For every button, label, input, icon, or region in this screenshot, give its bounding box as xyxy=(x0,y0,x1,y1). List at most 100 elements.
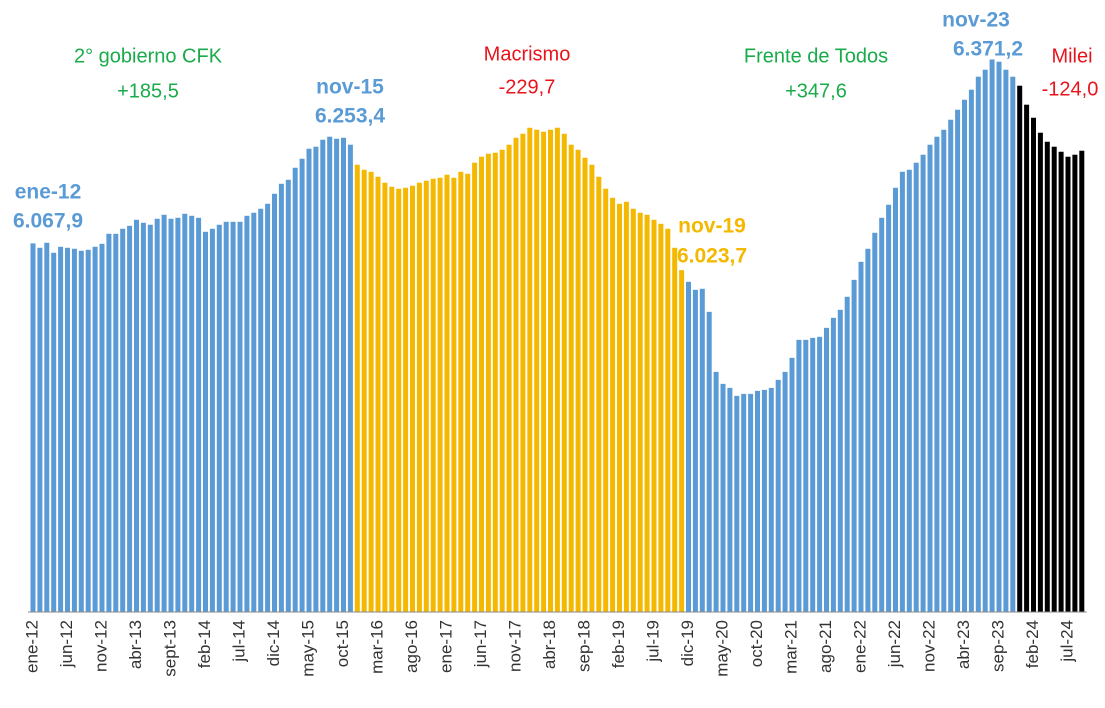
bar xyxy=(658,223,664,612)
x-tick-label: nov-22 xyxy=(919,620,938,672)
bar xyxy=(127,225,133,612)
bar xyxy=(582,157,588,612)
x-tick-label: feb-14 xyxy=(195,620,214,668)
bar xyxy=(258,208,264,613)
bar xyxy=(161,214,167,612)
annotation: 6.253,4 xyxy=(315,105,385,128)
bar xyxy=(851,279,857,612)
bar xyxy=(278,183,284,612)
bar xyxy=(913,162,919,613)
x-tick-label: jun-12 xyxy=(57,620,76,668)
x-tick-label: abr-18 xyxy=(540,620,559,669)
bar xyxy=(610,197,616,612)
bar xyxy=(341,137,346,613)
bar xyxy=(561,133,567,613)
bar xyxy=(292,167,298,612)
bar xyxy=(175,217,181,613)
bar xyxy=(120,228,126,612)
bar xyxy=(37,247,43,612)
bar xyxy=(85,249,91,613)
bar xyxy=(437,177,443,612)
bar xyxy=(934,136,940,612)
x-tick-label: sept-13 xyxy=(160,620,179,677)
bar xyxy=(858,261,864,612)
bar xyxy=(354,164,360,612)
bar xyxy=(444,174,450,612)
bar xyxy=(410,185,415,612)
bar xyxy=(389,186,395,612)
annotation: nov-19 xyxy=(678,215,746,238)
x-tick-label: nov-17 xyxy=(505,620,524,672)
bar xyxy=(534,129,540,612)
bar xyxy=(830,317,836,612)
x-tick-label: may-20 xyxy=(712,620,731,677)
bar xyxy=(71,248,77,612)
bar xyxy=(886,204,892,613)
bar xyxy=(382,182,388,612)
bar xyxy=(906,169,912,612)
bar xyxy=(327,136,333,612)
x-tick-label: ene-12 xyxy=(22,620,41,673)
bar xyxy=(1079,150,1085,612)
x-tick-label: feb-24 xyxy=(1023,620,1042,668)
bar xyxy=(182,213,188,612)
x-tick-label: oct-15 xyxy=(333,620,352,667)
bar xyxy=(665,228,671,612)
bar xyxy=(416,182,422,612)
bar xyxy=(265,203,271,613)
bar xyxy=(499,149,505,612)
bar xyxy=(272,193,277,613)
bar xyxy=(113,233,119,612)
bar xyxy=(686,281,691,612)
bar xyxy=(1024,104,1030,612)
x-tick-label: dic-14 xyxy=(264,620,283,666)
bar xyxy=(1058,151,1064,613)
bar xyxy=(968,89,974,612)
bar xyxy=(347,144,353,612)
bar xyxy=(485,153,491,612)
bar xyxy=(492,152,498,612)
bar xyxy=(65,247,70,612)
bar xyxy=(554,127,560,612)
bar xyxy=(1017,85,1023,612)
bar xyxy=(1065,156,1071,612)
bar xyxy=(527,127,533,612)
bar xyxy=(872,232,878,613)
bar xyxy=(727,387,733,612)
annotation: 6.067,9 xyxy=(13,210,83,233)
bar xyxy=(782,371,788,612)
bar xyxy=(644,214,650,612)
x-tick-label: jun-17 xyxy=(471,620,490,668)
bar xyxy=(51,252,57,612)
bar xyxy=(92,246,98,613)
annotation: Macrismo xyxy=(484,43,571,65)
annotation: +347,6 xyxy=(785,80,847,102)
bar xyxy=(196,217,202,613)
x-tick-label: may-15 xyxy=(298,620,317,677)
bar xyxy=(140,222,146,613)
bar xyxy=(713,371,719,612)
annotation: 6.371,2 xyxy=(953,38,1023,61)
bar xyxy=(1072,154,1078,612)
bar xyxy=(458,171,464,612)
bar xyxy=(1031,117,1036,612)
bar xyxy=(692,289,698,612)
bar xyxy=(955,109,961,613)
bar xyxy=(541,131,547,612)
bar xyxy=(948,119,954,613)
bar xyxy=(775,379,781,612)
bar xyxy=(1010,76,1016,612)
bar xyxy=(603,188,609,612)
bar xyxy=(734,395,740,612)
x-tick-label: jul-24 xyxy=(1057,620,1076,663)
bar xyxy=(375,176,381,613)
bar xyxy=(617,203,622,613)
bar xyxy=(982,69,988,613)
bar xyxy=(285,179,291,613)
bar xyxy=(513,137,519,613)
annotation: ene-12 xyxy=(15,181,82,204)
bar xyxy=(803,339,809,612)
bar xyxy=(244,215,250,612)
bar xyxy=(899,171,905,612)
